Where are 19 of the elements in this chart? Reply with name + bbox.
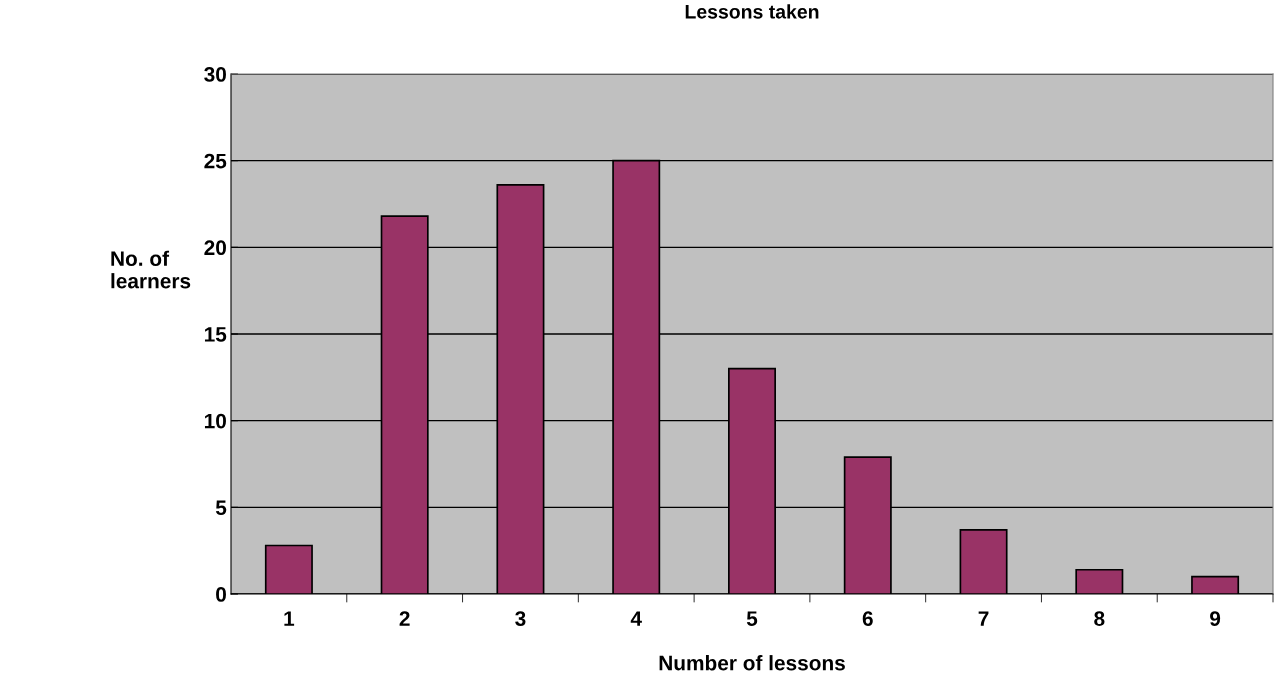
x-tick-label: 3 <box>515 611 526 626</box>
y-tick-label: 25 <box>204 153 227 169</box>
x-tick-label: 6 <box>862 611 873 626</box>
y-tick-label: 30 <box>204 67 226 82</box>
x-tick-label: 4 <box>630 611 642 626</box>
x-tick-label: 8 <box>1094 611 1105 626</box>
y-tick-label: 5 <box>215 500 227 516</box>
y-tick-label: 15 <box>204 327 227 342</box>
x-axis-title: Number of lessons <box>659 655 845 671</box>
x-tick-label: 2 <box>399 611 410 626</box>
x-tick-label: 5 <box>746 611 758 626</box>
chart-title: Lessons taken <box>685 4 819 19</box>
y-tick-label: 20 <box>204 240 226 256</box>
x-tick-label: 9 <box>1210 611 1221 626</box>
x-tick-label: 1 <box>284 611 295 626</box>
y-tick-label: 0 <box>216 587 226 602</box>
y-tick-label: 10 <box>204 413 226 429</box>
y-axis-title: No. of learners <box>111 250 191 289</box>
x-tick-label: 7 <box>978 611 989 626</box>
